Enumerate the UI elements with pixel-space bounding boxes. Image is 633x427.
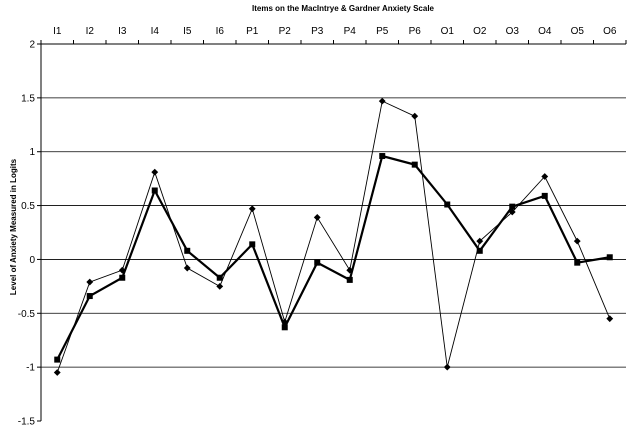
data-point-diamond <box>248 205 256 213</box>
data-point-square <box>216 274 223 281</box>
data-point-square <box>574 259 581 266</box>
data-point-diamond <box>378 97 386 105</box>
data-point-diamond <box>541 173 549 180</box>
data-point-square <box>249 241 256 248</box>
y-tick-label: 1.5 <box>21 93 35 104</box>
x-tick-label: I2 <box>86 26 95 37</box>
data-point-diamond <box>53 369 61 376</box>
series-2 <box>54 153 613 363</box>
x-tick-label: I4 <box>151 26 160 37</box>
data-point-diamond <box>443 363 451 371</box>
data-point-square <box>606 254 613 261</box>
data-point-square <box>314 259 321 266</box>
data-point-square <box>541 192 548 199</box>
data-point-diamond <box>313 214 321 221</box>
data-point-square <box>411 161 418 168</box>
data-point-diamond <box>151 168 159 176</box>
data-point-square <box>119 274 126 281</box>
data-point-diamond <box>183 264 191 272</box>
x-tick-label: P4 <box>344 26 357 37</box>
y-tick-label: -1.5 <box>18 417 36 427</box>
data-point-square <box>476 247 483 254</box>
data-point-square <box>509 203 516 210</box>
y-tick-label: -1 <box>26 363 35 374</box>
x-tick-label: I5 <box>183 26 192 37</box>
data-point-square <box>86 293 93 300</box>
series-1-line <box>56 100 611 373</box>
x-tick-label: P2 <box>279 26 292 37</box>
x-tick-label: O4 <box>538 26 552 37</box>
x-tick-label: P6 <box>409 26 422 37</box>
data-point-square <box>281 324 288 331</box>
x-tick-label: P3 <box>311 26 324 37</box>
data-point-square <box>379 153 386 160</box>
chart-title: Items on the MacIntrye & Gardner Anxiety… <box>252 4 435 13</box>
data-point-diamond <box>86 278 94 286</box>
x-tick-label: O3 <box>506 26 520 37</box>
data-point-diamond <box>411 112 419 120</box>
x-tick-label: P5 <box>376 26 389 37</box>
y-tick-label: 1 <box>29 147 35 158</box>
axes: -1.5 -1 -0.5 0 0.5 1 1.5 2 I1 I2 I3 I4 I5 I6 P1 P2 P3 P4 P… <box>18 26 627 427</box>
x-tick-label: O6 <box>603 26 617 37</box>
data-point-square <box>184 247 191 254</box>
x-tick-label: O2 <box>473 26 487 37</box>
data-point-square <box>444 201 451 208</box>
y-tick-label: 0.5 <box>21 201 35 212</box>
x-tick-label: I3 <box>118 26 127 37</box>
x-tick-label: O1 <box>441 26 455 37</box>
data-point-diamond <box>476 237 484 245</box>
data-point-square <box>151 187 158 194</box>
y-axis-title: Level of Anxiety Measured in Logits <box>9 158 18 295</box>
x-tick-label: O5 <box>571 26 585 37</box>
x-tick-label: I6 <box>216 26 225 37</box>
data-point-square <box>54 356 61 363</box>
data-point-diamond <box>573 237 581 245</box>
y-tick-label: 2 <box>29 40 35 51</box>
grid-lines <box>41 43 626 368</box>
x-tick-label: P1 <box>246 26 259 37</box>
y-tick-label: 0 <box>29 255 35 266</box>
data-point-square <box>346 276 353 283</box>
data-point-diamond <box>216 282 224 290</box>
x-tick-label: I1 <box>53 26 62 37</box>
series-2-line <box>56 154 610 361</box>
y-tick-label: -0.5 <box>18 309 36 320</box>
data-series <box>53 97 614 376</box>
data-point-diamond <box>606 315 614 323</box>
